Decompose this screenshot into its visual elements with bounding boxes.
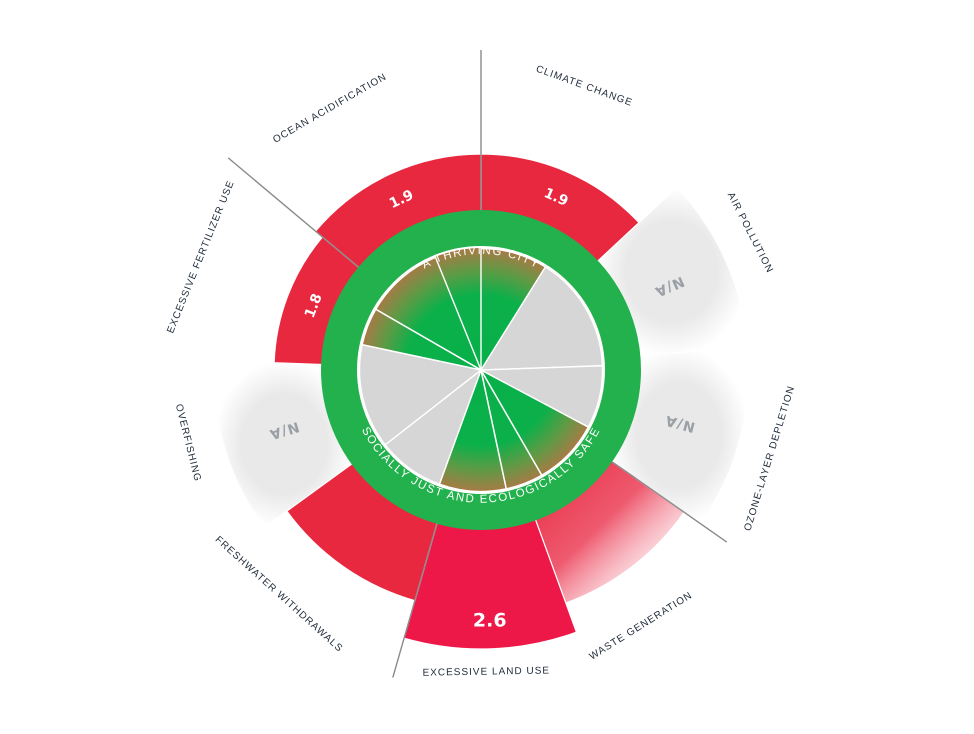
dimension-label-overfishing: OVERFISHING: [173, 403, 203, 483]
axis-line-2: [227, 157, 359, 268]
axis-line-4: [392, 523, 438, 678]
dimension-label-excessive-land-use: EXCESSIVE LAND USE: [422, 665, 550, 678]
green-ring: [321, 210, 641, 530]
inner-core-layer: [358, 247, 604, 493]
dimension-label-ocean-acidification: OCEAN ACIDIFICATION: [271, 71, 389, 145]
inner-wedge-10: [374, 256, 483, 372]
dimension-label-air-pollution: AIR POLLUTION: [725, 191, 775, 275]
dimension-label-excessive-fertilizer-use: EXCESSIVE FERTILIZER USE: [165, 179, 237, 335]
axis-line-3: [611, 461, 728, 543]
dimension-label-waste-generation: WASTE GENERATION: [588, 590, 695, 663]
dimension-label-climate-change: CLIMATE CHANGE: [534, 64, 634, 109]
segment-value-excessive-land-use: 2.6: [473, 609, 507, 631]
dimension-label-ozone-layer-depletion: OZONE-LAYER DEPLETION: [743, 384, 798, 532]
segment-value-ozone-layer-depletion: N/A: [663, 412, 697, 435]
